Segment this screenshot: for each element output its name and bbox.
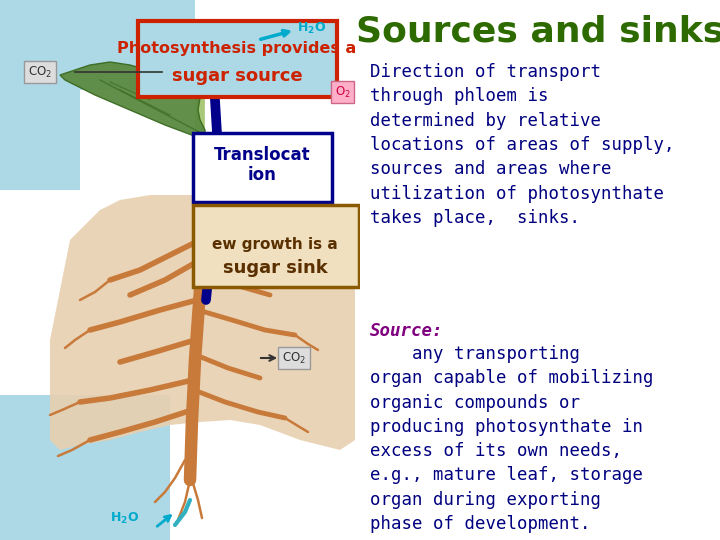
Text: Photosynthesis provides a: Photosynthesis provides a [117, 40, 356, 56]
Bar [0, 0, 195, 90]
Text: ew growth is a: ew growth is a [212, 238, 338, 253]
Text: sugar sink: sugar sink [222, 259, 328, 277]
FancyBboxPatch shape [138, 21, 337, 97]
Polygon shape [50, 195, 355, 450]
Text: CO$_2$: CO$_2$ [282, 350, 306, 366]
Text: O$_2$: O$_2$ [335, 84, 351, 99]
Text: any transporting
organ capable of mobilizing
organic compounds or
producing phot: any transporting organ capable of mobili… [370, 345, 654, 533]
FancyBboxPatch shape [193, 133, 332, 202]
Text: Source:: Source: [370, 322, 444, 340]
Text: Direction of transport
through phloem is
determined by relative
locations of are: Direction of transport through phloem is… [370, 63, 675, 227]
Text: CO$_2$: CO$_2$ [28, 64, 52, 79]
Text: Sources and sinks: Sources and sinks [356, 15, 720, 49]
Text: $\mathbf{H_2O}$: $\mathbf{H_2O}$ [297, 21, 326, 36]
Bar [0, 60, 80, 190]
FancyBboxPatch shape [193, 205, 359, 287]
Bar [0, 395, 170, 540]
Text: Translocat
ion: Translocat ion [214, 146, 310, 184]
Text: $\mathbf{H_2O}$: $\mathbf{H_2O}$ [110, 510, 139, 525]
Polygon shape [60, 62, 205, 140]
Ellipse shape [193, 22, 237, 58]
Text: sugar source: sugar source [171, 67, 302, 85]
